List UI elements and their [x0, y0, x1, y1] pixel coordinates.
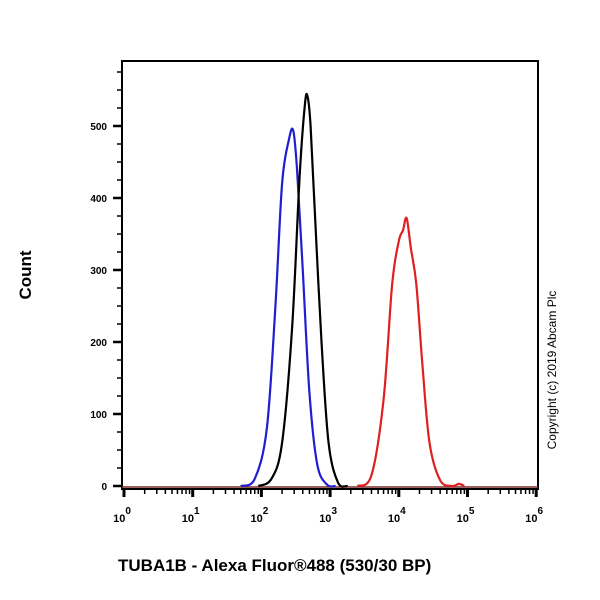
x-tick-label: 104: [388, 506, 406, 525]
plot-frame: [121, 60, 539, 490]
y-tick-label: 500: [90, 122, 107, 133]
x-axis-title: TUBA1B - Alexa Fluor®488 (530/30 BP): [118, 556, 432, 575]
x-tick-label: 101: [182, 506, 200, 525]
y-axis-title: Count: [14, 240, 38, 310]
histogram-curve-blue: [240, 127, 336, 488]
x-tick-label: 102: [250, 506, 268, 525]
copyright-text: Copyright (c) 2019 Abcam Plc: [545, 290, 559, 450]
y-tick-label: 200: [90, 338, 107, 349]
y-axis-label: Count: [16, 250, 35, 300]
x-tick-label: 100: [113, 506, 131, 525]
y-tick-label: 100: [90, 410, 107, 421]
y-tick-label: 0: [101, 482, 107, 493]
y-tick-label: 400: [90, 194, 107, 205]
copyright-notice: Copyright (c) 2019 Abcam Plc: [540, 245, 564, 495]
histogram-curve-black: [257, 92, 349, 488]
histogram-curve-red: [356, 216, 465, 488]
x-tick-label: 103: [319, 506, 337, 525]
y-tick-label: 300: [90, 266, 107, 277]
x-tick-label: 106: [525, 506, 543, 525]
x-tick-label: 105: [457, 506, 475, 525]
